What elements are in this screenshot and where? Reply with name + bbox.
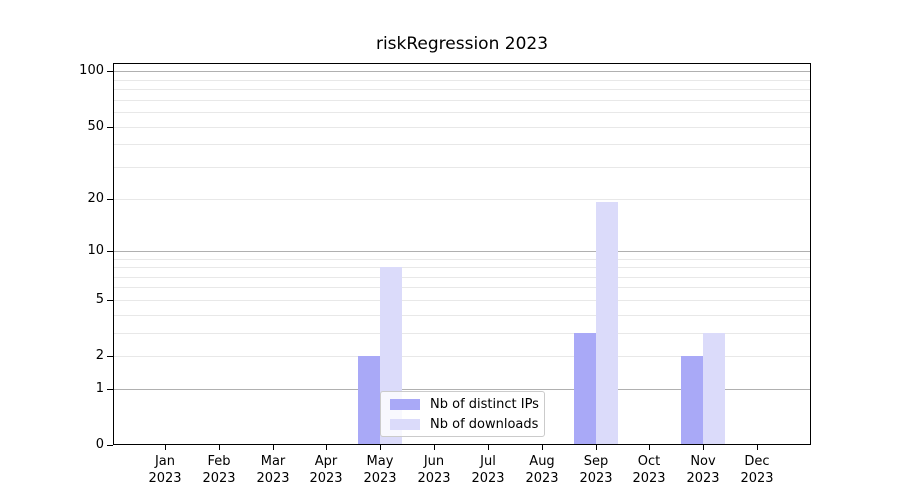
y-tick-label: 2 (95, 348, 104, 363)
bar-nb-of-downloads (703, 333, 725, 444)
legend: Nb of distinct IPs Nb of downloads (380, 391, 545, 437)
gridline-major (114, 251, 810, 252)
bar-nb-of-downloads (596, 202, 618, 444)
y-tick (107, 300, 113, 301)
gridline-major (114, 389, 810, 390)
gridline-minor (114, 267, 810, 268)
x-tick-label: Feb 2023 (202, 454, 236, 486)
gridline-minor (114, 259, 810, 260)
x-tick-label: Jan 2023 (148, 454, 182, 486)
chart-title: riskRegression 2023 (375, 34, 549, 54)
y-tick-label: 5 (95, 292, 104, 307)
legend-item-distinct-ips: Nb of distinct IPs (390, 397, 539, 412)
y-tick (107, 356, 113, 357)
gridline-minor (114, 300, 810, 301)
x-tick (380, 445, 381, 450)
bar-nb-of-distinct-ips (681, 356, 703, 444)
x-tick (757, 445, 758, 450)
x-tick (596, 445, 597, 450)
y-tick-label: 0 (95, 437, 104, 452)
y-tick (107, 199, 113, 200)
gridline-minor (114, 80, 810, 81)
legend-label-distinct-ips: Nb of distinct IPs (430, 396, 539, 412)
y-tick (107, 71, 113, 72)
y-tick-label: 100 (79, 63, 104, 78)
x-tick-label: May 2023 (363, 454, 397, 486)
y-tick-label: 1 (95, 381, 104, 396)
x-tick-label: Oct 2023 (632, 454, 666, 486)
x-tick-label: Aug 2023 (525, 454, 559, 486)
gridline-minor (114, 199, 810, 200)
legend-label-downloads: Nb of downloads (430, 416, 539, 432)
x-tick (703, 445, 704, 450)
gridline-minor (114, 167, 810, 168)
y-tick (107, 389, 113, 390)
gridline-minor (114, 112, 810, 113)
bar-nb-of-distinct-ips (358, 356, 380, 444)
y-tick-label: 20 (87, 191, 104, 206)
y-tick-label: 50 (87, 119, 104, 134)
x-tick-label: Dec 2023 (740, 454, 774, 486)
legend-swatch-distinct-ips (390, 398, 420, 410)
legend-swatch-downloads (390, 418, 420, 430)
x-tick (219, 445, 220, 450)
x-tick-label: Jul 2023 (471, 454, 505, 486)
y-tick (107, 445, 113, 446)
gridline-minor (114, 287, 810, 288)
gridline-minor (114, 144, 810, 145)
gridline-minor (114, 89, 810, 90)
x-tick (434, 445, 435, 450)
x-tick-label: Nov 2023 (686, 454, 720, 486)
x-tick (649, 445, 650, 450)
x-tick (488, 445, 489, 450)
x-tick (542, 445, 543, 450)
gridline-minor (114, 127, 810, 128)
x-tick (165, 445, 166, 450)
gridline-major (114, 71, 810, 72)
legend-item-downloads: Nb of downloads (390, 416, 539, 432)
y-tick-label: 10 (87, 243, 104, 258)
bar-nb-of-distinct-ips (574, 333, 596, 444)
gridline-minor (114, 333, 810, 334)
gridline-minor (114, 315, 810, 316)
x-tick-label: Sep 2023 (579, 454, 613, 486)
x-tick (326, 445, 327, 450)
y-tick (107, 251, 113, 252)
gridline-minor (114, 356, 810, 357)
x-tick-label: Apr 2023 (309, 454, 343, 486)
x-tick (273, 445, 274, 450)
gridline-minor (114, 100, 810, 101)
gridline-minor (114, 277, 810, 278)
x-tick-label: Jun 2023 (417, 454, 451, 486)
x-tick-label: Mar 2023 (256, 454, 290, 486)
y-tick (107, 127, 113, 128)
